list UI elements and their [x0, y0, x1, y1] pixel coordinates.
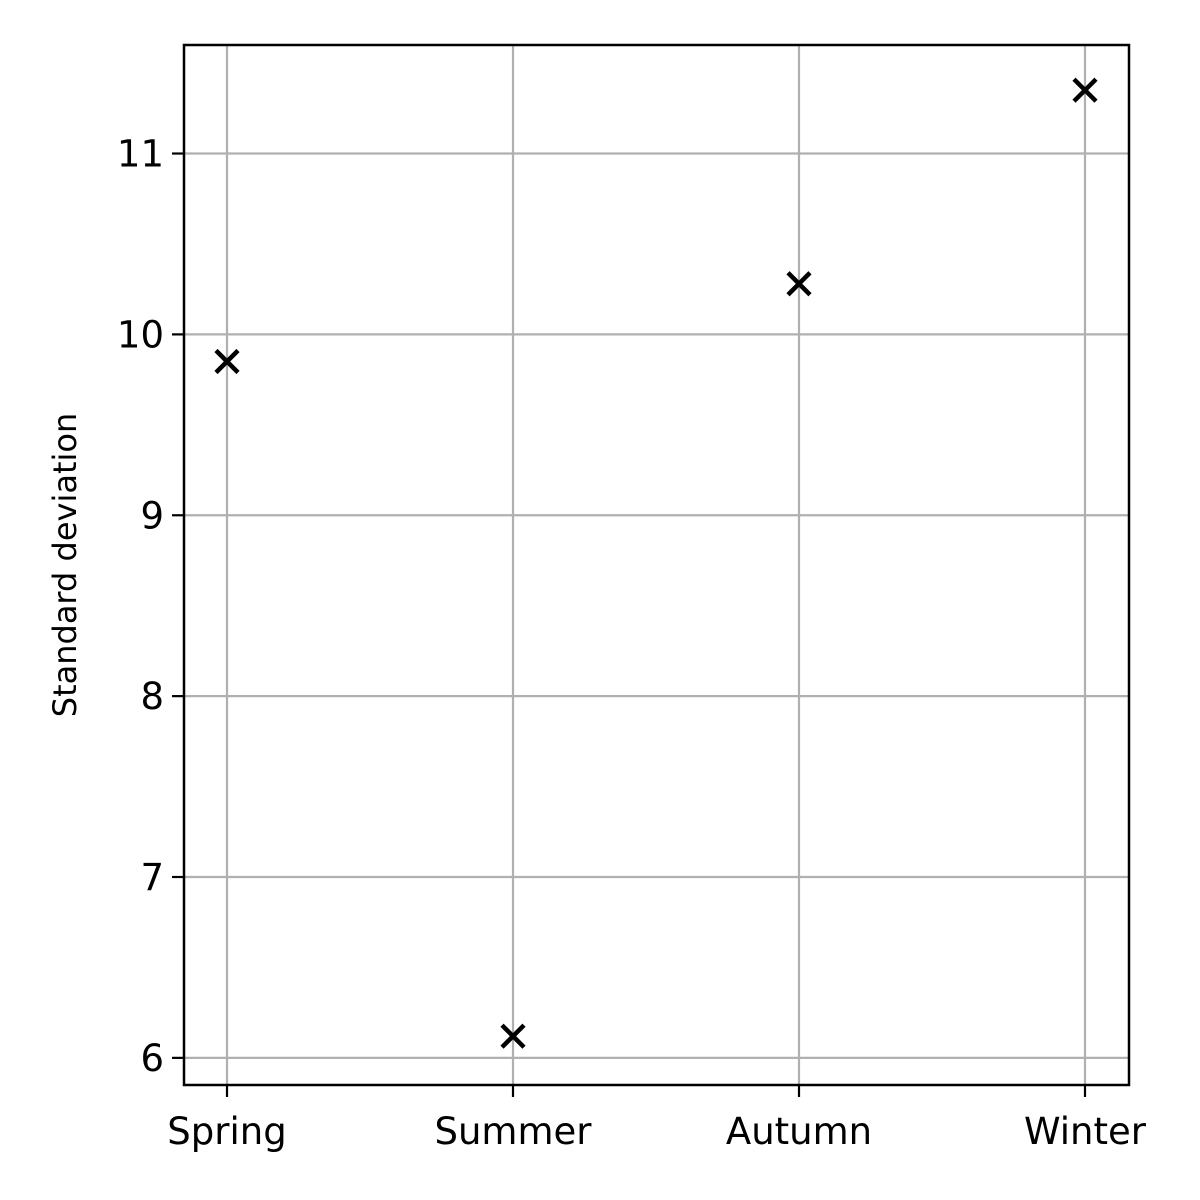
- y-axis-label: Standard deviation: [46, 413, 84, 717]
- plot-frame: [182, 43, 1131, 1087]
- x-tick-label: Spring: [167, 1110, 286, 1153]
- data-point-marker: [786, 271, 812, 297]
- y-tick-label: 7: [140, 856, 164, 899]
- y-tick-label: 10: [117, 313, 164, 356]
- data-points: [214, 77, 1098, 1049]
- axis-ticks: 6 7 8 9 10 11 Spring Summer Autumn Winter: [117, 133, 1147, 1153]
- grid-lines: [184, 45, 1129, 1085]
- y-tick-label: 11: [117, 133, 164, 176]
- x-tick-label: Summer: [435, 1110, 593, 1153]
- y-tick-label: 9: [140, 494, 164, 537]
- data-point-marker: [500, 1023, 526, 1049]
- x-tick-label: Winter: [1024, 1110, 1147, 1153]
- x-tick-label: Autumn: [726, 1110, 872, 1153]
- data-point-marker: [214, 348, 240, 375]
- y-tick-label: 6: [140, 1037, 164, 1080]
- y-tick-label: 8: [140, 675, 164, 718]
- data-point-marker: [1072, 77, 1098, 103]
